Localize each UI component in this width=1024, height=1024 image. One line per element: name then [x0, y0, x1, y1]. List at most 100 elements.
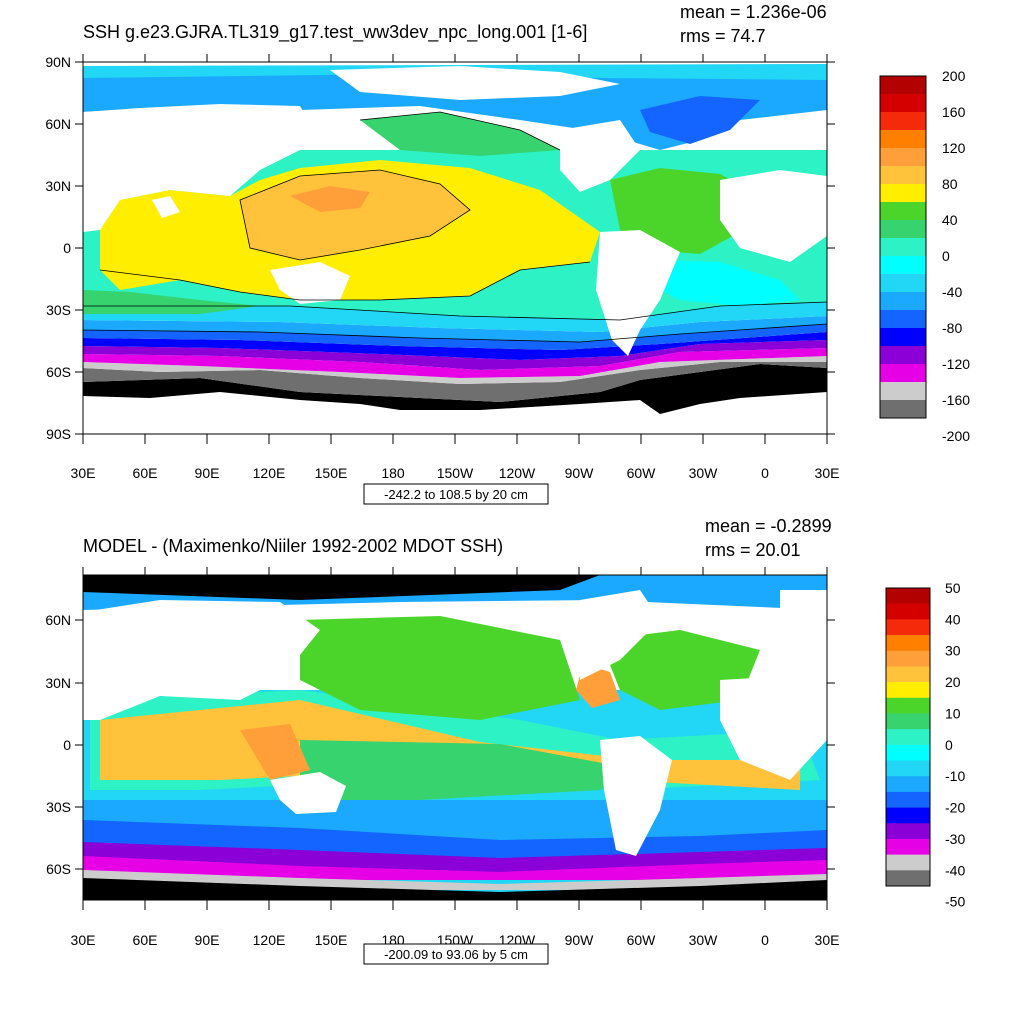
colorbar-swatch [880, 364, 926, 383]
lon-tick-label: 90E [195, 932, 220, 948]
colorbar-swatch [886, 697, 930, 714]
colorbar-difference [885, 587, 931, 887]
lon-tick-label: 60W [627, 465, 657, 481]
lat-tick-label: 60N [45, 116, 71, 132]
colorbar-swatch [880, 220, 926, 239]
mean-label: mean = 1.236e-06 [680, 2, 827, 22]
lon-tick-label: 90W [565, 932, 595, 948]
map-field-ssh [83, 62, 827, 434]
colorbar-swatch [880, 184, 926, 203]
colorbar-label: -30 [945, 831, 965, 847]
colorbar-label: 0 [942, 248, 950, 264]
colorbar-label: -160 [942, 392, 970, 408]
colorbar-swatch [880, 238, 926, 257]
colorbar-swatch [886, 588, 930, 604]
lat-tick-label: 30N [45, 178, 71, 194]
lon-tick-label: 180 [381, 465, 405, 481]
lon-tick-label: 60E [133, 465, 158, 481]
colorbar-swatch [886, 838, 930, 855]
lat-tick-label: 60N [45, 612, 71, 628]
colorbar-swatch [880, 310, 926, 329]
colorbar-swatch [880, 148, 926, 167]
rms-label: rms = 20.01 [705, 540, 801, 560]
colorbar-swatch [886, 807, 930, 824]
lon-tick-label: 0 [761, 932, 769, 948]
colorbar-label: 80 [942, 176, 958, 192]
lat-tick-label: 0 [63, 240, 71, 256]
colorbar-swatch [886, 666, 930, 683]
colorbar-swatch [886, 713, 930, 730]
colorbar-swatch [880, 202, 926, 221]
lon-tick-label: 150W [437, 465, 474, 481]
colorbar-frame [885, 587, 931, 887]
colorbar-swatch [886, 870, 930, 887]
colorbar-swatch [880, 274, 926, 293]
lat-tick-label: 90N [45, 54, 71, 70]
lat-ticks-ssh: 90N 60N 30N 0 30S 60S 90S [45, 54, 835, 442]
colorbar-label: -50 [945, 894, 965, 910]
colorbar-label: 40 [945, 611, 961, 627]
lon-tick-label: 0 [761, 465, 769, 481]
colorbar-labels-difference: 50 40 30 20 10 0 -10 -20 -30 -40 -50 [945, 580, 965, 910]
colorbar-label: -40 [945, 862, 965, 878]
colorbar-swatch [886, 603, 930, 620]
lon-tick-label: 30E [815, 465, 840, 481]
lon-tick-label: 30W [689, 932, 719, 948]
colorbar-swatch [886, 729, 930, 746]
lat-tick-label: 30S [46, 799, 71, 815]
colorbar-swatch [880, 166, 926, 185]
lon-tick-label: 60E [133, 932, 158, 948]
lon-tick-label: 90E [195, 465, 220, 481]
rms-label: rms = 74.7 [680, 26, 766, 46]
lat-tick-label: 60S [46, 861, 71, 877]
colorbar-label: 160 [942, 104, 966, 120]
range-label: -200.09 to 93.06 by 5 cm [384, 947, 528, 962]
colorbar-swatch [880, 256, 926, 275]
colorbar-swatch [880, 112, 926, 131]
colorbar-label: -120 [942, 356, 970, 372]
lat-ticks-difference: 60N 30N 0 30S 60S [45, 612, 835, 877]
panel-title: MODEL - (Maximenko/Niiler 1992-2002 MDOT… [83, 536, 503, 556]
colorbar-label: -200 [942, 428, 970, 444]
colorbar-swatch [886, 650, 930, 667]
colorbar-swatch [880, 400, 926, 419]
colorbar-swatch [880, 94, 926, 113]
lon-tick-label: 30E [71, 465, 96, 481]
lon-tick-label: 60W [627, 932, 657, 948]
colorbar-label: -40 [942, 284, 962, 300]
colorbar-swatch [880, 76, 926, 95]
colorbar-swatch [880, 130, 926, 149]
colorbar-swatch [880, 292, 926, 311]
colorbar-swatch [886, 791, 930, 808]
colorbar-swatch [886, 682, 930, 699]
lat-tick-label: 30S [46, 302, 71, 318]
range-box [363, 483, 549, 505]
lon-tick-label: 90W [565, 465, 595, 481]
panel-title: SSH g.e23.GJRA.TL319_g17.test_ww3dev_npc… [83, 22, 587, 43]
lon-tick-label: 30E [815, 932, 840, 948]
colorbar-label: -20 [945, 800, 965, 816]
lat-tick-label: 60S [46, 364, 71, 380]
colorbar-swatch [886, 760, 930, 777]
lat-tick-label: 0 [63, 737, 71, 753]
lon-tick-label: 150E [315, 465, 348, 481]
colorbar-label: 120 [942, 140, 966, 156]
lat-tick-label: 90S [46, 426, 71, 442]
colorbar-label: 200 [942, 68, 966, 84]
colorbar-swatch [880, 328, 926, 347]
colorbar-label: 0 [945, 737, 953, 753]
colorbar-label: 10 [945, 705, 961, 721]
colorbar-swatch [886, 744, 930, 761]
colorbar-label: 20 [945, 674, 961, 690]
map-field-difference [83, 575, 827, 900]
colorbar-ssh [879, 75, 927, 419]
colorbar-label: 50 [945, 580, 961, 596]
colorbar-label: 30 [945, 643, 961, 659]
lon-tick-label: 120E [253, 932, 286, 948]
lon-ticks-ssh: 30E 60E 90E 120E 150E 180 150W 120W 90W 60W 30W 0 30… [71, 54, 840, 481]
colorbar-frame [879, 75, 927, 419]
range-label: -242.2 to 108.5 by 20 cm [384, 487, 528, 502]
colorbar-label: -80 [942, 320, 962, 336]
